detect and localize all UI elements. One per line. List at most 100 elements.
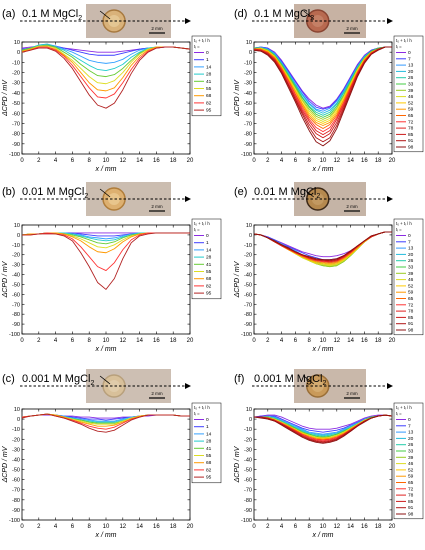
legend-header: t₀ + tᵢ / h <box>396 38 412 43</box>
panel-e: 2 mm (e) 0.01 M MgCl2 10 0 -10 -20 -30 -40 -50 -60… <box>234 182 424 353</box>
scale-bar-label: 2 mm <box>346 204 358 209</box>
x-tick-label: 0 <box>20 158 24 164</box>
x-tick-label: 0 <box>252 338 256 344</box>
legend-label: 39 <box>408 271 414 277</box>
x-tick-label: 18 <box>375 158 382 164</box>
y-tick-label: -90 <box>12 142 20 148</box>
legend-label: 68 <box>206 276 212 282</box>
x-tick-label: 18 <box>170 524 177 530</box>
x-tick-label: 8 <box>308 338 312 344</box>
x-tick-label: 0 <box>252 158 256 164</box>
series-lines <box>254 46 392 147</box>
scale-bar-label: 2 mm <box>346 391 358 396</box>
series-line-98 <box>254 414 392 444</box>
legend-box <box>393 218 424 336</box>
y-tick-label: 0 <box>249 417 252 423</box>
legend-label: 98 <box>408 328 414 334</box>
x-tick-label: 8 <box>88 524 92 530</box>
x-tick-label: 10 <box>320 158 327 164</box>
legend-label: 0 <box>206 233 209 239</box>
y-tick-label: -70 <box>12 488 20 494</box>
legend-label: 59 <box>408 474 414 480</box>
legend-header: t₀ + tᵢ / h <box>194 38 210 43</box>
panel-d: 2 mm (d) 0.1 M MgCl2 10 0 -10 -20 -30 -40 -50 -60 -… <box>234 4 424 173</box>
series-lines <box>22 43 190 109</box>
panel-title-subscript: 2 <box>322 380 326 387</box>
x-tick-label: 6 <box>294 158 298 164</box>
legend-label: 1 <box>206 240 209 246</box>
legend-label: 7 <box>408 423 411 429</box>
x-tick-label: 2 <box>266 158 270 164</box>
x-tick-label: 16 <box>361 158 368 164</box>
legend-label: 1 <box>206 57 209 63</box>
series-line-98 <box>254 46 392 147</box>
plot-area <box>21 224 191 335</box>
y-tick-label: -20 <box>244 253 252 259</box>
panel-title: 0.01 M MgCl2 <box>254 186 320 200</box>
droplet-center <box>108 380 121 392</box>
y-tick-label: 0 <box>17 417 20 423</box>
y-tick-label: -20 <box>12 437 20 443</box>
x-tick-label: 10 <box>103 338 110 344</box>
legend-label: 13 <box>408 430 414 436</box>
droplet-center <box>108 15 121 27</box>
legend-label: 72 <box>408 302 414 308</box>
x-tick-label: 14 <box>136 524 143 530</box>
y-tick-label: -70 <box>244 121 252 127</box>
legend-label: 28 <box>206 255 212 261</box>
y-tick-label: -60 <box>244 292 252 298</box>
x-tick-label: 14 <box>347 338 354 344</box>
y-tick-label: -60 <box>12 478 20 484</box>
x-tick-label: 4 <box>280 338 284 344</box>
legend-label: 82 <box>206 283 212 289</box>
y-tick-label: -30 <box>244 263 252 269</box>
legend-label: 72 <box>408 119 414 125</box>
x-tick-label: 2 <box>37 338 41 344</box>
y-tick-label: -20 <box>244 437 252 443</box>
legend-label: 85 <box>408 315 414 321</box>
panel-title-subscript: 2 <box>84 193 88 200</box>
legend: t₀ + tᵢ / htᵢ = 0713202633394652596572788… <box>393 402 424 520</box>
x-tick-label: 4 <box>280 524 284 530</box>
series-line-0 <box>254 414 392 430</box>
legend-label: 14 <box>206 431 212 437</box>
legend-header: t₀ + tᵢ / h <box>396 405 412 410</box>
pointer-line <box>303 375 315 385</box>
legend-label: 46 <box>408 94 414 100</box>
legend-label: 46 <box>408 461 414 467</box>
legend-label: 1 <box>206 424 209 430</box>
legend-label: 98 <box>408 512 414 518</box>
series-lines <box>22 232 190 290</box>
x-tick-label: 12 <box>119 524 126 530</box>
y-tick-label: -40 <box>244 91 252 97</box>
x-tick-label: 14 <box>347 158 354 164</box>
x-tick-label: 10 <box>103 524 110 530</box>
legend-label: 14 <box>206 64 212 70</box>
y-tick-label: -40 <box>12 273 20 279</box>
y-tick-label: -60 <box>12 111 20 117</box>
series-lines <box>254 231 392 268</box>
y-tick-label: -40 <box>244 457 252 463</box>
y-tick-label: -90 <box>244 508 252 514</box>
legend-label: 59 <box>408 107 414 113</box>
y-tick-label: -10 <box>244 427 252 433</box>
y-tick-label: -80 <box>244 132 252 138</box>
legend-header: t₀ + tᵢ / h <box>194 221 210 226</box>
x-tick-label: 8 <box>308 158 312 164</box>
legend-label: 85 <box>408 132 414 138</box>
panel-letter: (f) <box>234 373 244 385</box>
series-line-59 <box>254 46 392 126</box>
x-tick-label: 6 <box>294 524 298 530</box>
legend-label: 65 <box>408 113 414 119</box>
panel-title-subscript: 2 <box>90 380 94 387</box>
legend-label: 78 <box>408 126 414 132</box>
x-tick-label: 4 <box>54 158 58 164</box>
y-tick-label: -100 <box>241 332 252 338</box>
x-tick-label: 18 <box>375 524 382 530</box>
legend-subheader: tᵢ = <box>396 411 402 416</box>
y-tick-label: -40 <box>244 273 252 279</box>
legend-label: 68 <box>206 460 212 466</box>
